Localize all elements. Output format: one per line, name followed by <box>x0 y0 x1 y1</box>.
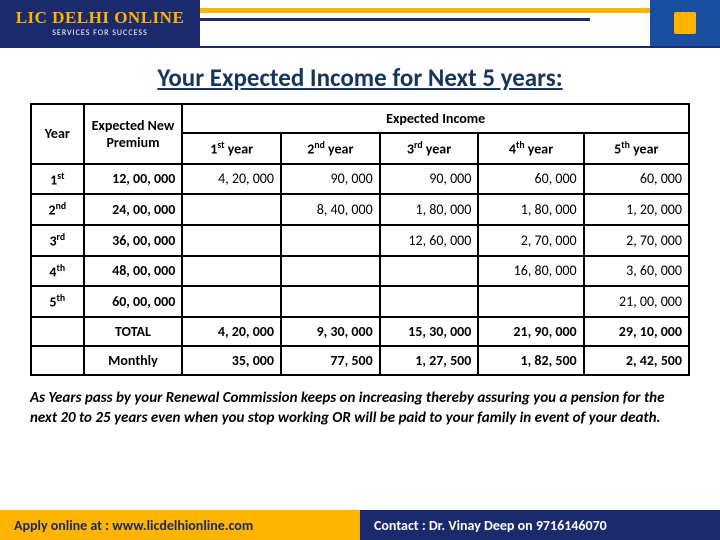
col-year-5: 5th year <box>584 133 689 164</box>
page-title: Your Expected Income for Next 5 years: <box>0 48 720 103</box>
cell-income <box>182 194 281 225</box>
cell-year: 2nd <box>31 194 84 225</box>
cell-income <box>281 286 380 317</box>
cell-premium: 48, 00, 000 <box>84 256 183 287</box>
cell-year: 4th <box>31 256 84 287</box>
header: LIC DELHI ONLINE SERVICES FOR SUCCESS <box>0 0 720 48</box>
cell-income: 60, 000 <box>478 164 583 195</box>
income-table: Year Expected New Premium Expected Incom… <box>30 103 690 376</box>
cell-income: 2, 70, 000 <box>584 225 689 256</box>
table-row: 4th48, 00, 000 16, 80, 0003, 60, 000 <box>31 256 689 287</box>
cell-income <box>281 225 380 256</box>
cell-income: 8, 40, 000 <box>281 194 380 225</box>
col-year-1: 1st year <box>182 133 281 164</box>
cell-income <box>281 256 380 287</box>
cell-monthly-label: Monthly <box>84 346 183 375</box>
cell-total: 9, 30, 000 <box>281 317 380 346</box>
col-year: Year <box>31 104 84 164</box>
table-row: 3rd36, 00, 00012, 60, 0002, 70, 0002, 70… <box>31 225 689 256</box>
table-row: 5th60, 00, 000 21, 00, 000 <box>31 286 689 317</box>
col-year-3: 3rd year <box>380 133 479 164</box>
table-row-monthly: Monthly35, 00077, 5001, 27, 5001, 82, 50… <box>31 346 689 375</box>
table-row: 1st12, 00, 0004, 20, 00090, 00090, 00060… <box>31 164 689 195</box>
footer-contact: Contact : Dr. Vinay Deep on 9716146070 <box>360 510 720 540</box>
cell-income: 21, 00, 000 <box>584 286 689 317</box>
cell-premium: 24, 00, 000 <box>84 194 183 225</box>
cell-income: 16, 80, 000 <box>478 256 583 287</box>
footer: Apply online at : www.licdelhionline.com… <box>0 510 720 540</box>
cell-income <box>182 286 281 317</box>
cell-income <box>478 286 583 317</box>
cell-income <box>380 256 479 287</box>
income-table-wrap: Year Expected New Premium Expected Incom… <box>0 103 720 376</box>
cell-monthly: 77, 500 <box>281 346 380 375</box>
cell-total: 21, 90, 000 <box>478 317 583 346</box>
cell-monthly: 35, 000 <box>182 346 281 375</box>
cell-year: 3rd <box>31 225 84 256</box>
cell-income <box>182 225 281 256</box>
brand-title: LIC DELHI ONLINE <box>16 8 185 28</box>
cell-monthly: 1, 82, 500 <box>478 346 583 375</box>
logo-icon <box>674 12 696 34</box>
table-row: 2nd24, 00, 0008, 40, 0001, 80, 0001, 80,… <box>31 194 689 225</box>
cell-total-label: TOTAL <box>84 317 183 346</box>
brand: LIC DELHI ONLINE SERVICES FOR SUCCESS <box>0 0 200 46</box>
col-year-4: 4th year <box>478 133 583 164</box>
cell-income: 1, 80, 000 <box>380 194 479 225</box>
col-premium: Expected New Premium <box>84 104 183 164</box>
cell-total: 29, 10, 000 <box>584 317 689 346</box>
cell-income <box>380 286 479 317</box>
cell-income: 90, 000 <box>380 164 479 195</box>
cell-premium: 12, 00, 000 <box>84 164 183 195</box>
cell-year: 5th <box>31 286 84 317</box>
cell-monthly: 1, 27, 500 <box>380 346 479 375</box>
cell-income: 1, 80, 000 <box>478 194 583 225</box>
cell-income: 12, 60, 000 <box>380 225 479 256</box>
footer-apply: Apply online at : www.licdelhionline.com <box>0 510 360 540</box>
table-row-total: TOTAL4, 20, 0009, 30, 00015, 30, 00021, … <box>31 317 689 346</box>
footnote: As Years pass by your Renewal Commission… <box>0 376 720 429</box>
cell-income: 90, 000 <box>281 164 380 195</box>
brand-subtitle: SERVICES FOR SUCCESS <box>52 28 148 38</box>
col-year-2: 2nd year <box>281 133 380 164</box>
header-decoration <box>200 0 650 46</box>
cell-income: 2, 70, 000 <box>478 225 583 256</box>
cell-income: 4, 20, 000 <box>182 164 281 195</box>
lic-logo <box>650 0 720 46</box>
cell-total: 15, 30, 000 <box>380 317 479 346</box>
cell-income: 1, 20, 000 <box>584 194 689 225</box>
cell-income <box>182 256 281 287</box>
col-income: Expected Income <box>182 104 689 133</box>
cell-year: 1st <box>31 164 84 195</box>
cell-monthly: 2, 42, 500 <box>584 346 689 375</box>
cell-premium: 60, 00, 000 <box>84 286 183 317</box>
cell-premium: 36, 00, 000 <box>84 225 183 256</box>
cell-total: 4, 20, 000 <box>182 317 281 346</box>
cell-income: 3, 60, 000 <box>584 256 689 287</box>
cell-income: 60, 000 <box>584 164 689 195</box>
